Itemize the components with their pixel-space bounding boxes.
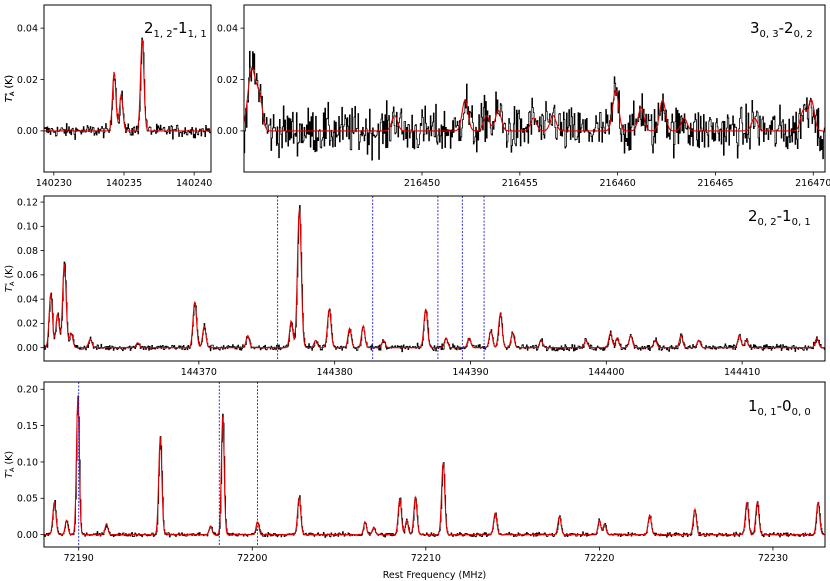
y-tick-label: 0.08 — [17, 246, 38, 257]
axes-frame — [43, 381, 826, 548]
model-spectrum — [244, 67, 825, 132]
x-axis-title: Rest Frequency (MHz) — [383, 570, 487, 581]
x-tick-label: 144370 — [181, 367, 217, 378]
x-tick-label: 72190 — [64, 553, 94, 564]
x-tick-label: 216470 — [795, 178, 830, 189]
y-tick-label: 0.04 — [17, 294, 38, 305]
x-tick-label: 144400 — [588, 367, 624, 378]
y-tick-label: 0.02 — [17, 75, 38, 86]
y-tick-label: 0.10 — [17, 222, 38, 233]
x-tick-label: 140240 — [176, 178, 212, 189]
y-tick-label: 0.12 — [17, 197, 38, 208]
model-spectrum — [44, 208, 825, 349]
x-tick-label: 72210 — [411, 553, 441, 564]
model-spectrum — [44, 39, 211, 132]
y-tick-label: 0.05 — [17, 494, 38, 505]
x-tick-label: 72230 — [758, 553, 788, 564]
y-tick-label: 0.15 — [17, 421, 38, 432]
transition-label: 10, 1-00, 0 — [748, 397, 811, 418]
transition-label: 21, 2-11, 1 — [144, 19, 207, 40]
x-tick-label: 72220 — [584, 553, 614, 564]
x-tick-label: 72200 — [237, 553, 267, 564]
y-axis-title: T*A (K) — [3, 265, 16, 292]
x-tick-label: 216450 — [404, 178, 440, 189]
axes-frame — [43, 4, 212, 173]
axes-frame — [243, 4, 826, 173]
y-axis-title: T*A (K) — [3, 451, 16, 478]
x-tick-label: 144380 — [317, 367, 353, 378]
observed-spectrum — [244, 50, 825, 161]
x-tick-label: 216465 — [697, 178, 733, 189]
spectrum-panel-4: 0.00 0.05 0.10 0.15 0.20 72190 72200 72210 72220… — [3, 381, 826, 564]
y-tick-label: 0.02 — [217, 75, 238, 86]
y-axis-title: T*A (K) — [3, 75, 16, 102]
transition-label: 20, 2-10, 1 — [748, 207, 811, 228]
x-tick-label: 140235 — [106, 178, 142, 189]
x-tick-label: 140230 — [36, 178, 72, 189]
spectrum-panel-3: 0.00 0.02 0.04 0.06 0.08 0.10 0.12 144370 144380… — [3, 195, 826, 378]
model-spectrum — [44, 396, 825, 536]
transition-label: 30, 3-20, 2 — [750, 19, 813, 40]
axes-frame — [43, 195, 826, 362]
observed-spectrum — [44, 37, 211, 140]
y-axis-title: T*A (K) — [3, 75, 16, 102]
y-tick-label: 0.04 — [17, 23, 38, 34]
spectrum-panel-2: 0.00 0.02 0.04 216450 216455 216460 216465 2164… — [3, 4, 830, 189]
y-tick-label: 0.04 — [217, 23, 238, 34]
observed-spectrum — [44, 205, 825, 353]
spectrum-panel-1: 0.00 0.02 0.04 140230 140235 140240 21, 2-11, … — [3, 4, 212, 189]
y-tick-label: 0.02 — [17, 319, 38, 330]
x-tick-label: 216460 — [600, 178, 636, 189]
y-tick-label: 0.20 — [17, 385, 38, 396]
x-tick-label: 216455 — [502, 178, 538, 189]
y-tick-label: 0.00 — [17, 126, 38, 137]
x-tick-label: 144410 — [724, 367, 760, 378]
y-tick-label: 0.06 — [17, 270, 38, 281]
y-tick-label: 0.10 — [17, 457, 38, 468]
y-tick-label: 0.00 — [17, 343, 38, 354]
x-tick-label: 144390 — [452, 367, 488, 378]
y-tick-label: 0.00 — [217, 126, 238, 137]
y-tick-label: 0.00 — [17, 530, 38, 541]
